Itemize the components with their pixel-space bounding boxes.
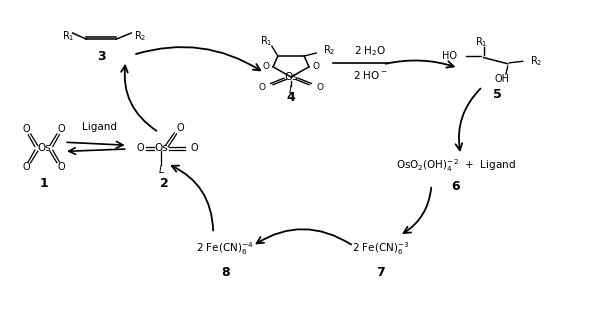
Text: O: O: [190, 143, 198, 153]
Text: R$_2$: R$_2$: [323, 43, 335, 57]
Text: O: O: [316, 83, 323, 92]
Text: O: O: [176, 123, 184, 133]
Text: R$_2$: R$_2$: [134, 29, 146, 43]
Text: O: O: [136, 143, 144, 153]
Text: O: O: [22, 163, 29, 172]
Text: 2 Fe(CN)$_6^{-3}$: 2 Fe(CN)$_6^{-3}$: [352, 240, 410, 257]
Text: 2 Fe(CN)$_6^{-4}$: 2 Fe(CN)$_6^{-4}$: [196, 240, 254, 257]
Text: 5: 5: [493, 88, 502, 101]
Text: 7: 7: [376, 266, 385, 279]
Text: L: L: [158, 165, 164, 175]
Text: 6: 6: [451, 180, 460, 193]
Text: R$_1$: R$_1$: [62, 29, 74, 43]
Text: 8: 8: [221, 266, 229, 279]
Text: R$_1$: R$_1$: [475, 35, 487, 49]
Text: R$_2$: R$_2$: [530, 54, 542, 68]
Text: 3: 3: [97, 49, 106, 62]
Text: R$_1$: R$_1$: [260, 34, 272, 48]
Text: O: O: [259, 83, 266, 92]
Text: O: O: [58, 163, 65, 172]
Text: O: O: [22, 124, 29, 134]
Text: 2 HO$^-$: 2 HO$^-$: [353, 69, 388, 81]
Text: 2 H$_2$O: 2 H$_2$O: [355, 44, 387, 58]
Text: O: O: [313, 62, 320, 71]
Text: OsO$_2$(OH)$_4^{-2}$  +  Ligand: OsO$_2$(OH)$_4^{-2}$ + Ligand: [396, 157, 515, 174]
Text: Os: Os: [154, 143, 168, 153]
Text: 4: 4: [287, 91, 295, 104]
Text: L: L: [289, 85, 294, 95]
Text: O: O: [262, 62, 269, 71]
Text: 2: 2: [160, 177, 169, 190]
Text: 1: 1: [40, 177, 48, 190]
Text: OH: OH: [494, 74, 509, 83]
Text: Os: Os: [37, 143, 50, 153]
Text: Os: Os: [284, 72, 298, 82]
Text: HO: HO: [442, 51, 457, 61]
Text: O: O: [58, 124, 65, 134]
Text: Ligand: Ligand: [82, 122, 117, 132]
